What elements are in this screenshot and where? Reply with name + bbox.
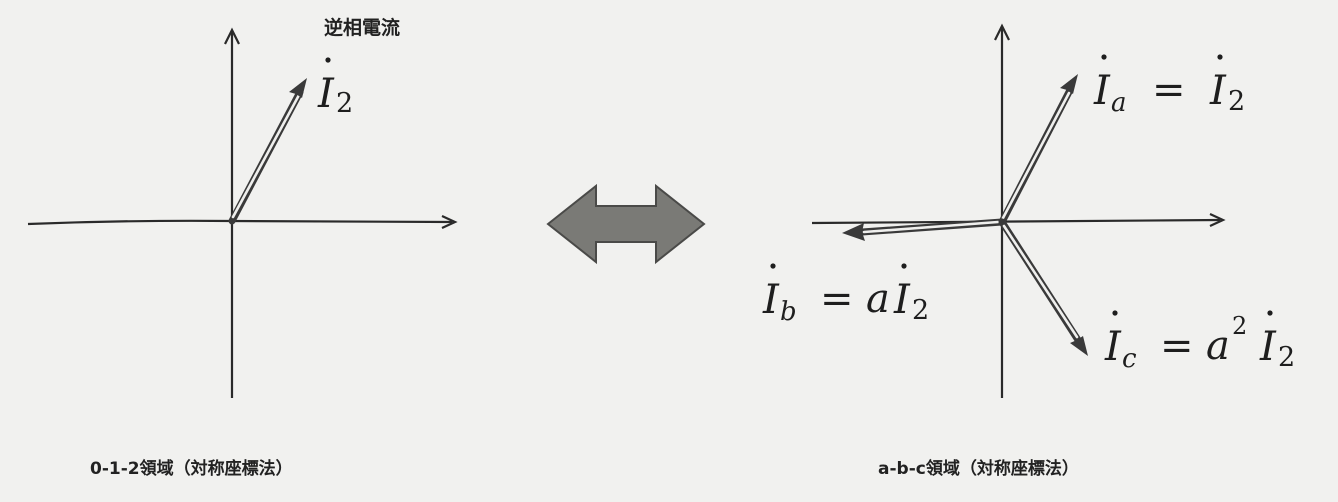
svg-text:I: I [762,277,780,323]
phasor-ia-arrowhead [1060,74,1078,94]
svg-text:=: = [820,276,854,322]
phasor-i2-label: I 2 [317,57,353,119]
svg-text:c: c [1122,344,1137,374]
svg-text:=: = [1160,323,1194,369]
svg-text:2: 2 [1232,312,1247,340]
svg-text:I: I [1093,68,1111,114]
left-caption: 0-1-2領域（対称座標法） [90,458,293,479]
right-y-axis-arrowhead [994,23,1010,41]
svg-text:I: I [1259,324,1277,370]
phasor-i2-arrowhead [289,78,307,98]
phasor-ia-label: I a = I 2 [1093,54,1245,118]
svg-text:a: a [1206,323,1230,369]
svg-text:2: 2 [1228,86,1245,117]
svg-text:2: 2 [1278,342,1295,373]
phasor-ib [842,218,1006,241]
right-x-axis [811,218,1221,225]
phasor-ic-label: I c = a 2 I 2 [1104,310,1295,374]
svg-text:=: = [1152,67,1186,113]
right-panel: I a = I 2 I b = a I 2 I c = a 2 I [762,23,1295,479]
svg-text:I: I [893,277,911,323]
negative-phase-current-title: 逆相電流 [324,16,400,39]
phasor-ic-arrowhead [1070,336,1088,356]
phasor-ib-label: I b = a I 2 [762,263,929,327]
right-caption: a-b-c領域（対称座標法） [878,458,1079,479]
left-panel: 逆相電流 I 2 0-1-2領域（対称座標法） [27,16,458,479]
svg-text:b: b [780,297,797,327]
phasor-ic [998,218,1088,356]
double-arrow-icon [546,183,706,265]
left-x-axis [27,219,453,226]
right-x-axis-arrowhead [1209,213,1226,227]
phasor-ia [998,74,1078,226]
svg-text:2: 2 [912,295,929,326]
svg-text:a: a [866,276,890,322]
dot-accent [325,57,331,63]
svg-text:I: I [1104,324,1122,370]
svg-text:a: a [1111,88,1127,118]
left-x-axis-arrowhead [441,215,458,229]
svg-text:2: 2 [336,88,353,119]
svg-text:I: I [317,71,335,117]
svg-text:I: I [1209,68,1227,114]
left-y-axis-arrowhead [224,27,240,45]
phasor-i2 [228,78,307,225]
phasor-ib-arrowhead [842,223,865,241]
